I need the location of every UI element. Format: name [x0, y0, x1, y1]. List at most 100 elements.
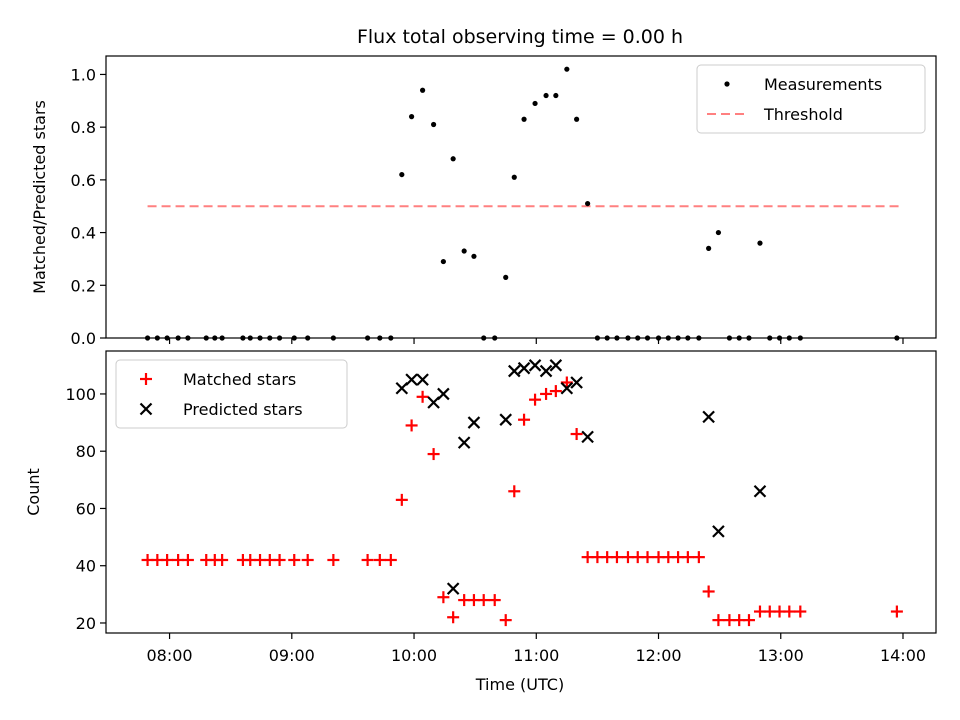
measurement-point [212, 335, 218, 341]
measurement-point [614, 335, 620, 341]
measurement-point [894, 335, 900, 341]
measurement-point [736, 335, 742, 341]
measurement-point [219, 335, 225, 341]
top-y-tick-label: 0.0 [71, 329, 96, 348]
matched-point [447, 611, 460, 624]
matched-point [499, 614, 512, 627]
matched-point [416, 390, 429, 403]
measurement-point [532, 100, 538, 107]
bottom-plot-frame [105, 350, 937, 634]
matched-point [518, 413, 531, 426]
measurement-point [144, 335, 151, 341]
bottom-legend-box [115, 359, 348, 429]
matched-point [570, 428, 583, 441]
measurement-point [154, 335, 160, 341]
legend-measurement-marker [724, 81, 730, 87]
measurement-point [305, 335, 311, 341]
matched-point [529, 393, 542, 406]
matched-point [549, 385, 562, 398]
legend-threshold-label: Threshold [763, 105, 843, 124]
x-tick-label: 10:00 [391, 646, 437, 665]
matched-point [273, 553, 286, 566]
measurement-point [408, 114, 415, 120]
predicted-point [457, 436, 471, 449]
predicted-point [437, 387, 450, 401]
measurement-point [594, 335, 600, 341]
matched-points [141, 376, 903, 627]
measurement-point [797, 335, 803, 341]
x-tick-label: 09:00 [269, 646, 315, 665]
bottom-y-tick-label: 40 [76, 557, 96, 576]
matched-point [301, 553, 314, 566]
matched-point [783, 605, 796, 618]
measurement-point [364, 335, 371, 341]
measurement-point [203, 335, 209, 341]
bottom-x-ticks: 08:00 09:00 10:00 11:00 12:00 13:00 14:00 [147, 633, 926, 665]
measurement-point [564, 66, 570, 72]
measurement-point [503, 274, 509, 280]
matched-point [794, 605, 807, 618]
measurement-point [665, 335, 671, 341]
measurement-point [776, 335, 783, 341]
matched-point [681, 551, 694, 564]
bottom-y-axis-label: Count [24, 468, 43, 516]
matched-point [181, 553, 194, 566]
measurement-point [247, 335, 253, 341]
measurement-point [644, 335, 651, 341]
matched-point [641, 551, 654, 564]
predicted-point [560, 381, 574, 395]
predicted-point [528, 359, 542, 372]
predicted-point [467, 416, 481, 429]
chart-title: Flux total observing time = 0.00 h [357, 26, 683, 48]
matched-point [477, 594, 490, 607]
measurement-point [543, 92, 549, 99]
legend-predicted-label: Predicted stars [183, 400, 303, 419]
measurement-point [696, 335, 702, 341]
legend-matched-label: Matched stars [183, 370, 296, 389]
matched-point [288, 553, 301, 566]
x-tick-label: 14:00 [880, 646, 926, 665]
measurement-point [471, 253, 477, 259]
measurement-point [291, 335, 297, 341]
x-tick-label: 11:00 [513, 646, 559, 665]
measurement-points [144, 66, 900, 341]
matched-point [560, 376, 573, 389]
predicted-point [753, 485, 767, 498]
predicted-point [395, 381, 409, 395]
matched-point [437, 591, 450, 604]
predicted-point [702, 410, 715, 424]
predicted-point [507, 364, 521, 378]
measurement-point [685, 335, 691, 341]
matched-point [890, 605, 903, 618]
bottom-y-tick-label: 20 [76, 614, 96, 633]
measurement-point [767, 335, 773, 341]
matched-point [540, 387, 553, 400]
measurement-point [511, 174, 517, 180]
top-y-axis-label: Matched/Predicted stars [30, 100, 49, 294]
bottom-y-tick-label: 60 [76, 499, 96, 518]
matched-point [508, 485, 521, 498]
matched-point [742, 614, 755, 627]
matched-point [361, 553, 374, 566]
legend-matched-marker [140, 373, 152, 385]
measurement-point [276, 335, 283, 341]
top-y-tick-label: 0.6 [71, 171, 96, 190]
measurement-point [388, 335, 394, 341]
matched-point [327, 553, 340, 566]
matched-point [692, 551, 705, 564]
bottom-y-tick-label: 100 [65, 385, 96, 404]
predicted-point [517, 361, 531, 375]
measurement-point [175, 335, 181, 341]
measurement-point [786, 335, 792, 341]
predicted-point [405, 373, 418, 386]
predicted-point [581, 430, 594, 444]
bottom-y-tick-label: 80 [76, 442, 96, 461]
measurement-point [757, 240, 763, 246]
measurement-point [399, 171, 405, 178]
matched-point [216, 553, 229, 566]
matched-point [405, 419, 418, 432]
predicted-point [416, 373, 429, 386]
predicted-point [499, 413, 512, 426]
measurement-point [746, 335, 752, 341]
